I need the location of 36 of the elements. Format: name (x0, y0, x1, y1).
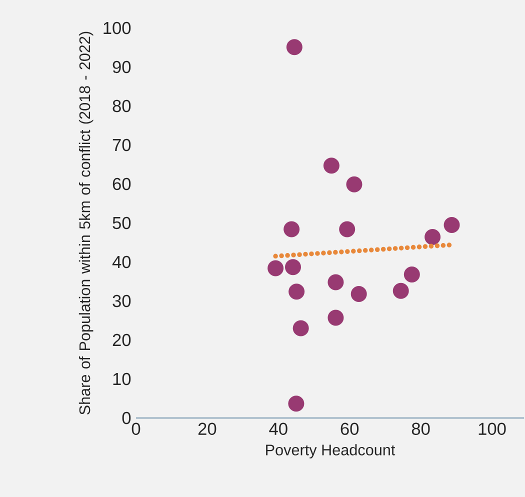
y-tick-label: 100 (104, 22, 131, 34)
point (284, 221, 300, 238)
point (328, 274, 344, 290)
point (292, 320, 309, 336)
y-tick-label: 40 (112, 256, 131, 268)
x-tick-label: 0 (132, 422, 140, 435)
x-axis-title: Poverty Headcount (266, 444, 396, 458)
x-tick-label: 20 (198, 422, 216, 435)
y-tick-label: 0 (122, 412, 131, 424)
y-axis-title: Share of Population within 5km of conflict (2018 - 2022) (78, 32, 94, 415)
x-tick-label: 100 (478, 422, 506, 435)
y-tick-label: 90 (112, 60, 131, 74)
point (424, 229, 441, 246)
point (404, 266, 420, 282)
y-tick-label: 70 (112, 138, 131, 152)
y-tick-label: 80 (112, 100, 131, 112)
point (288, 396, 304, 412)
point (286, 39, 302, 56)
point (328, 310, 344, 326)
y-tick-label: 60 (112, 178, 131, 190)
point (392, 282, 409, 299)
y-tick-label: 30 (112, 294, 131, 308)
point (284, 259, 301, 276)
point (346, 176, 362, 192)
point (339, 221, 356, 238)
y-tick-label: 50 (112, 216, 131, 230)
y-tick-label: 20 (112, 334, 131, 346)
point (350, 286, 367, 302)
point (288, 284, 305, 300)
x-tick-label: 40 (269, 422, 288, 435)
point (444, 216, 460, 233)
x-tick-label: 60 (340, 422, 359, 435)
point (268, 260, 284, 276)
y-tick-label: 10 (113, 372, 131, 386)
x-tick-label: 80 (412, 422, 430, 435)
point (323, 158, 340, 174)
